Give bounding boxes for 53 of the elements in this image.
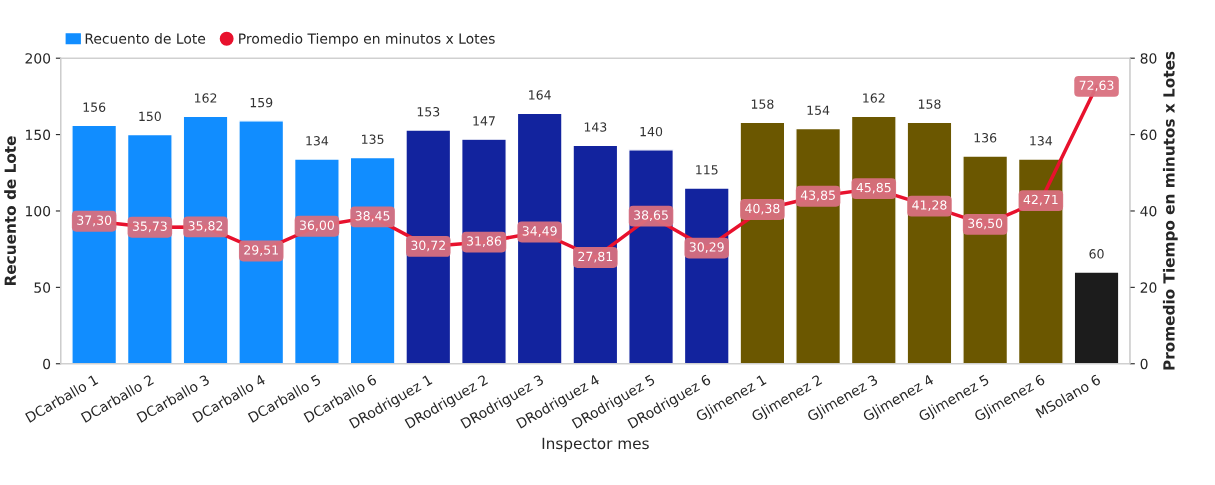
- data-label: 156: [83, 102, 106, 112]
- data-label: 30,29: [689, 242, 724, 253]
- y-tick-label: 100: [26, 205, 51, 217]
- x-axis-title: Inspector mes: [542, 437, 649, 453]
- y-axis-title: Recuento de Lote: [4, 136, 16, 286]
- y2-tick-label: 40: [1140, 205, 1157, 217]
- data-label: 134: [306, 136, 329, 146]
- data-label: 159: [250, 97, 273, 108]
- y2-tick-label: 60: [1140, 129, 1157, 141]
- data-label: 147: [473, 116, 495, 126]
- data-label: 40,38: [745, 203, 780, 215]
- y2-tick-label: 0: [1140, 358, 1148, 370]
- data-label: 150: [139, 111, 161, 122]
- y-tick-label: 0: [43, 358, 51, 370]
- data-label: 158: [751, 99, 774, 109]
- data-label: 35,73: [132, 221, 167, 233]
- data-label: 143: [584, 122, 607, 132]
- legend-label: Recuento de Lote: [85, 33, 206, 44]
- data-label: 34,49: [522, 226, 557, 237]
- y-tick-label: 50: [34, 282, 51, 293]
- data-label: 31,86: [467, 236, 502, 247]
- data-label: 135: [362, 134, 384, 144]
- data-label: 43,85: [800, 190, 835, 202]
- data-label: 136: [974, 132, 997, 143]
- data-label: 153: [417, 107, 440, 117]
- data-label: 38,45: [355, 211, 390, 222]
- data-label: 29,51: [244, 245, 278, 256]
- y2-tick-label: 80: [1140, 53, 1157, 64]
- data-label: 30,72: [411, 240, 445, 252]
- data-label: 164: [529, 90, 551, 100]
- data-label: 36,00: [299, 220, 334, 232]
- data-label: 45,85: [856, 182, 891, 194]
- data-label: 162: [863, 93, 885, 103]
- y-tick-label: 200: [25, 53, 51, 64]
- data-label: 115: [696, 165, 718, 175]
- data-label: 36,50: [968, 218, 1003, 230]
- data-label: 41,28: [912, 200, 947, 211]
- data-label: 42,71: [1023, 194, 1058, 206]
- data-label: 134: [1030, 136, 1053, 146]
- data-label: 158: [918, 99, 941, 109]
- data-label: 35,82: [188, 221, 223, 232]
- data-label: 38,65: [634, 210, 668, 222]
- data-label: 154: [807, 105, 830, 115]
- data-label: 27,81: [578, 251, 613, 263]
- y2-axis-title: Promedio Tiempo en minutos x Lotes: [1162, 51, 1178, 370]
- data-label: 162: [194, 93, 217, 103]
- data-label: 72,63: [1079, 80, 1114, 92]
- data-label: 140: [640, 126, 663, 137]
- legend-label: Promedio Tiempo en minutos x Lotes: [239, 33, 495, 47]
- y2-tick-label: 20: [1140, 282, 1157, 293]
- data-label: 37,30: [77, 215, 112, 227]
- data-label: 60: [1089, 249, 1104, 259]
- y-tick-label: 150: [26, 129, 51, 141]
